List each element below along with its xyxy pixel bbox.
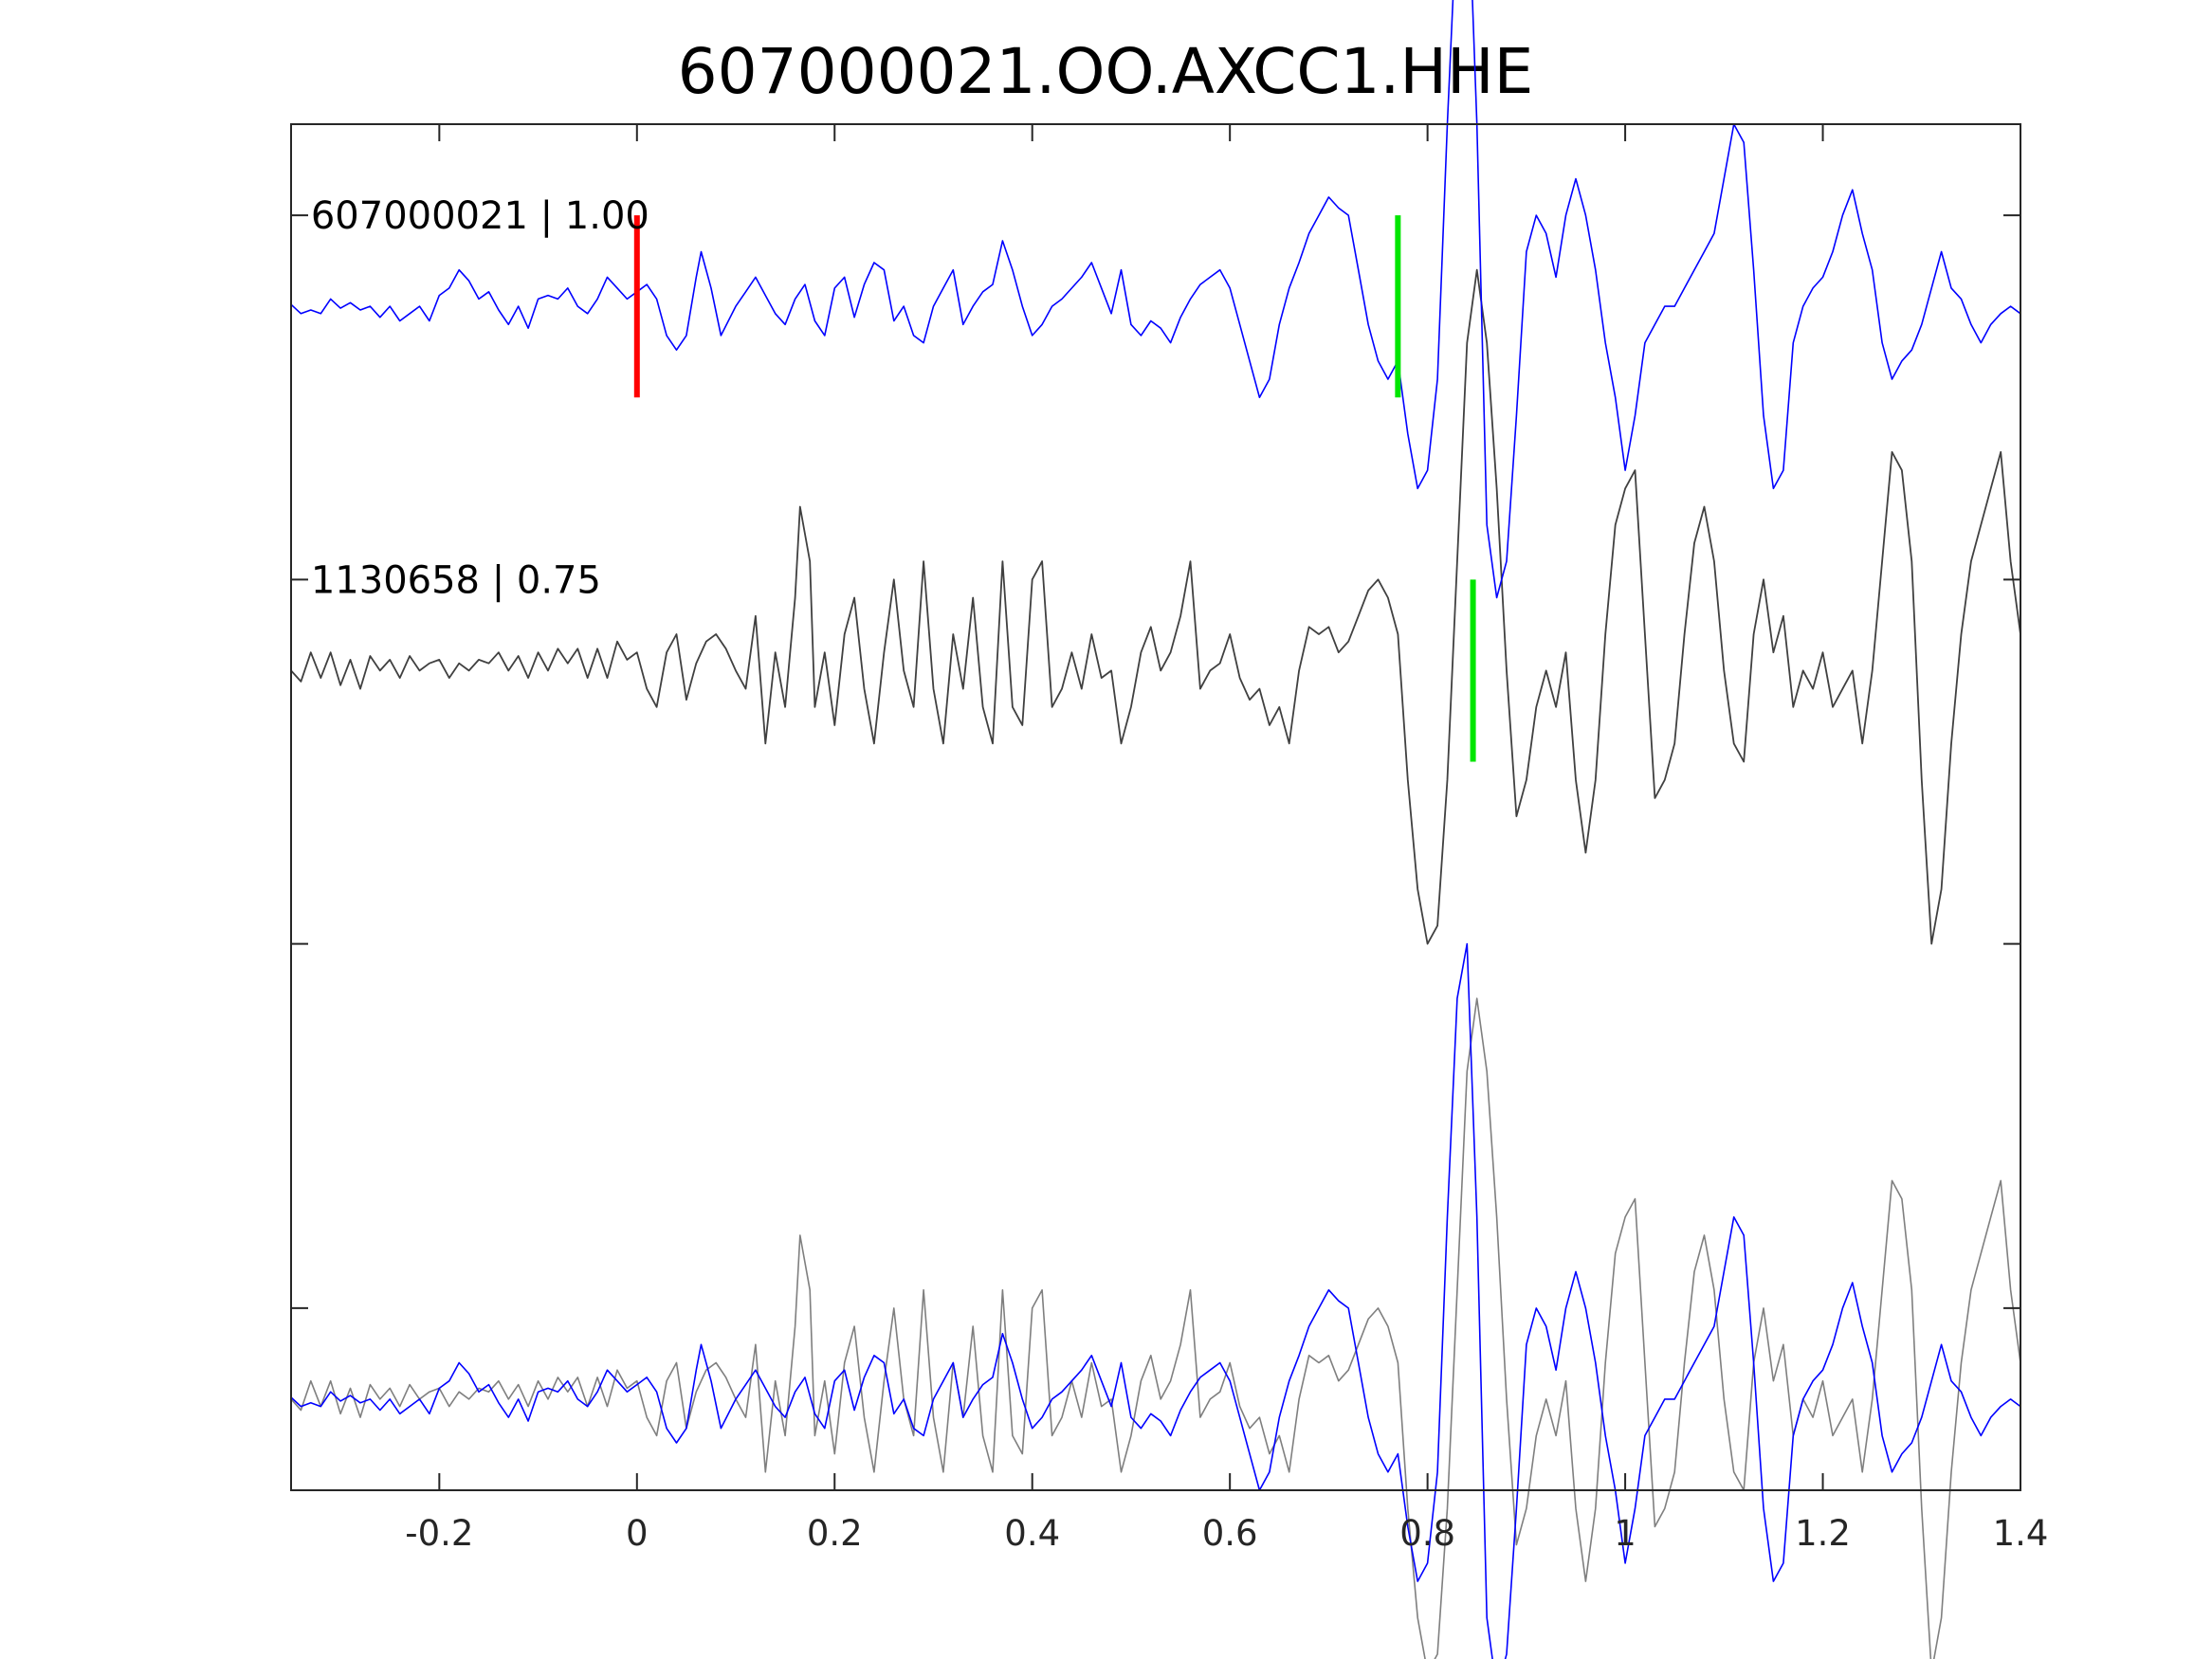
trace-line-1-0 xyxy=(290,268,2021,945)
trace-line-2-0 xyxy=(290,997,2021,1659)
x-tick-label-6: 1 xyxy=(1614,1513,1636,1554)
trace-line-0-0 xyxy=(290,0,2021,599)
x-tick-label-7: 1.2 xyxy=(1795,1513,1851,1554)
trace-label-0: 607000021 | 1.00 xyxy=(311,194,649,238)
trace-line-0-1 xyxy=(290,942,2021,1659)
x-tick-label-0: -0.2 xyxy=(405,1513,473,1554)
x-tick-label-2: 0.2 xyxy=(807,1513,863,1554)
plot-area: 607000021 | 1.00 1130658 | 0.75 xyxy=(290,0,2021,1659)
x-tick-label-8: 1.4 xyxy=(1993,1513,2049,1554)
axis-ticks: -0.2 0 0.2 0.4 0.6 0.8 1 1.2 1.4 xyxy=(291,124,2048,1554)
x-tick-label-1: 0 xyxy=(626,1513,649,1554)
x-tick-label-5: 0.8 xyxy=(1399,1513,1455,1554)
x-tick-label-4: 0.6 xyxy=(1202,1513,1258,1554)
chart-title: 607000021.OO.AXCC1.HHE xyxy=(678,35,1534,108)
x-tick-label-3: 0.4 xyxy=(1004,1513,1060,1554)
axes-box xyxy=(290,123,2021,1491)
trace-label-1: 1130658 | 0.75 xyxy=(311,558,601,602)
